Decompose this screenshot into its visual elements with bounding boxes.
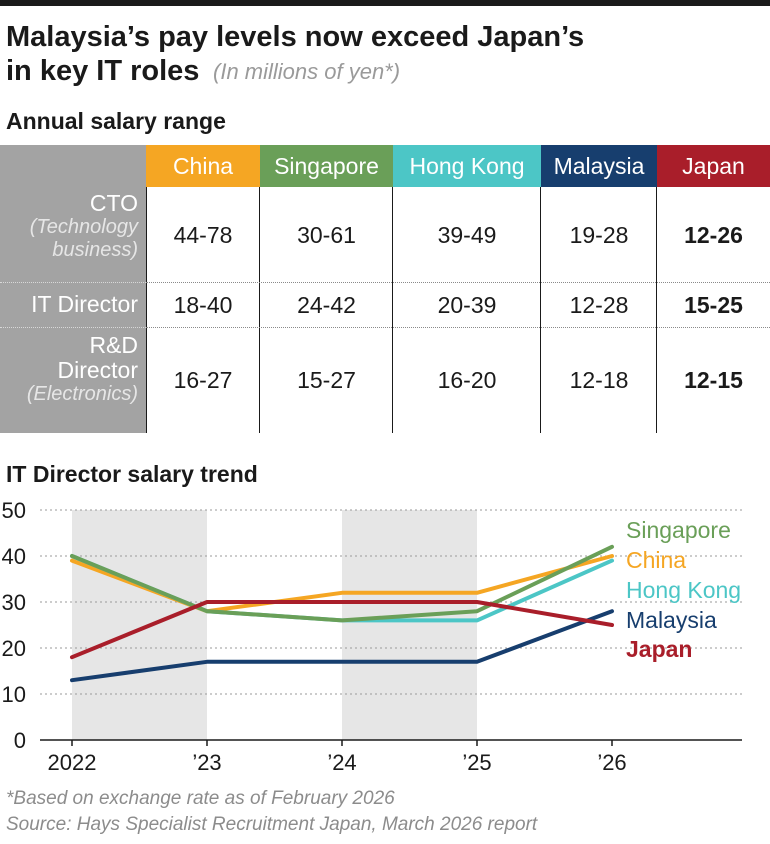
column-divider	[392, 187, 393, 433]
salary-cell: 12-28	[569, 291, 629, 318]
x-tick-label: ’26	[597, 750, 626, 775]
row-divider	[0, 327, 146, 328]
column-header-hong-kong: Hong Kong	[393, 145, 541, 187]
salary-cell: 44-78	[173, 221, 233, 248]
salary-cell: 12-18	[569, 367, 629, 393]
x-tick-label: ’24	[327, 750, 356, 775]
title-main: Malaysia’s pay levels now exceed Japan’s…	[6, 21, 585, 87]
row-header-background	[0, 145, 146, 433]
column-divider	[146, 187, 147, 433]
x-tick-label: ’25	[462, 750, 491, 775]
column-divider	[656, 187, 657, 433]
series-label-china: China	[626, 547, 686, 573]
trend-section-heading: IT Director salary trend	[6, 461, 258, 487]
salary-cell: 12-15	[684, 367, 743, 393]
y-tick-label: 30	[2, 590, 26, 615]
shaded-band	[72, 510, 207, 740]
x-tick-label: 2022	[48, 750, 97, 775]
unit-note: (In millions of yen*)	[213, 59, 401, 84]
y-tick-label: 0	[14, 728, 26, 753]
salary-cell: 20-39	[437, 291, 497, 318]
series-label-japan: Japan	[626, 636, 692, 662]
column-header-china: China	[146, 145, 260, 187]
y-tick-label: 10	[2, 682, 26, 707]
salary-cell: 30-61	[297, 221, 356, 248]
row-header: CTO (Technology business)	[0, 191, 138, 262]
series-label-malaysia: Malaysia	[626, 607, 717, 633]
series-line-singapore	[70, 544, 614, 623]
row-header: IT Director	[0, 292, 138, 317]
series-label-hong-kong: Hong Kong	[626, 577, 741, 603]
exchange-footnote: *Based on exchange rate as of February 2…	[6, 788, 395, 809]
shaded-band	[342, 510, 477, 740]
chart-title: Malaysia’s pay levels now exceed Japan’s…	[6, 20, 616, 88]
series-line-malaysia	[70, 609, 614, 683]
column-header-singapore: Singapore	[260, 145, 393, 187]
column-divider	[259, 187, 260, 433]
salary-cell: 24-42	[297, 291, 356, 318]
row-header-role: R&D Director	[57, 332, 138, 383]
y-tick-label: 20	[2, 636, 26, 661]
row-header-role: IT Director	[31, 291, 138, 317]
salary-cell: 15-27	[297, 367, 356, 393]
row-divider	[146, 282, 770, 283]
salary-cell: 12-26	[684, 221, 743, 248]
salary-cell: 16-27	[173, 367, 233, 393]
row-header: R&D Director (Electronics)	[0, 333, 138, 406]
column-header-malaysia: Malaysia	[541, 145, 657, 187]
salary-cell: 15-25	[684, 291, 743, 318]
top-rule	[0, 0, 770, 6]
salary-table: China Singapore Hong Kong Malaysia Japan CTO(…	[0, 145, 770, 433]
row-divider	[0, 282, 146, 283]
source-footnote: Source: Hays Specialist Recruitment Japa…	[6, 814, 538, 835]
row-divider	[146, 327, 770, 328]
salary-cell: 18-40	[173, 291, 233, 318]
y-tick-label: 50	[2, 500, 26, 523]
x-tick-label: ’23	[192, 750, 221, 775]
row-header-subtitle: (Electronics)	[26, 383, 138, 405]
column-header-japan: Japan	[657, 145, 770, 187]
series-line-japan	[70, 600, 614, 660]
salary-section-heading: Annual salary range	[6, 108, 226, 134]
salary-cell: 16-20	[437, 367, 497, 393]
row-header-role: CTO	[89, 190, 138, 216]
row-header-subtitle: (Technology business)	[29, 216, 138, 261]
salary-cell: 19-28	[569, 221, 629, 248]
salary-cell: 39-49	[437, 221, 497, 248]
trend-chart: 0 10 20 30 40 50 2022 ’23 ’24 ’25 ’26 Singapore Chin…	[2, 500, 742, 775]
series-label-singapore: Singapore	[626, 517, 731, 543]
column-divider	[540, 187, 541, 433]
y-tick-label: 40	[2, 544, 26, 569]
